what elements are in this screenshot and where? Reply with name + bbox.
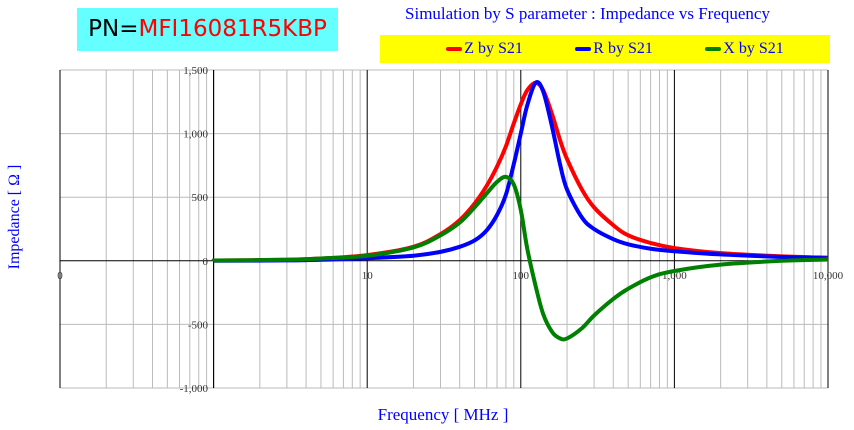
y-tick-label: -500: [188, 319, 209, 331]
x-tick-label: 0: [57, 270, 63, 282]
legend-label-z: Z by S21: [464, 40, 523, 57]
y-axis-label: Impedance [ Ω ]: [6, 164, 23, 270]
legend-label-x: X by S21: [723, 40, 784, 57]
legend-label-r: R by S21: [593, 40, 653, 57]
y-tick-label: 500: [192, 192, 209, 204]
chart-title: Simulation by S parameter : Impedance vs…: [405, 4, 770, 23]
x-tick-label: 10: [362, 270, 374, 282]
pn-value: MFI16081R5KBP: [138, 16, 327, 42]
x-tick-label: 100: [513, 270, 530, 282]
x-tick-label: 10,000: [813, 270, 844, 282]
legend-item-r: R by S21: [575, 40, 653, 58]
legend-swatch-x: [705, 47, 722, 51]
legend: Z by S21 R by S21 X by S21: [380, 35, 830, 63]
y-tick-label: -1,000: [180, 383, 209, 395]
y-tick-label: 0: [203, 256, 209, 268]
y-tick-label: 1,500: [183, 65, 208, 77]
legend-swatch-r: [575, 47, 592, 51]
legend-item-z: Z by S21: [446, 40, 523, 58]
x-axis-label: Frequency [ MHz ]: [377, 405, 509, 424]
pn-key: PN=: [88, 16, 139, 42]
part-number-box: PN=MFI16081R5KBP: [77, 8, 338, 51]
series-line-r: [213, 80, 829, 263]
legend-item-x: X by S21: [705, 40, 784, 58]
y-tick-label: 1,000: [183, 129, 208, 141]
legend-swatch-z: [446, 47, 463, 51]
series-line-x: [211, 174, 829, 342]
